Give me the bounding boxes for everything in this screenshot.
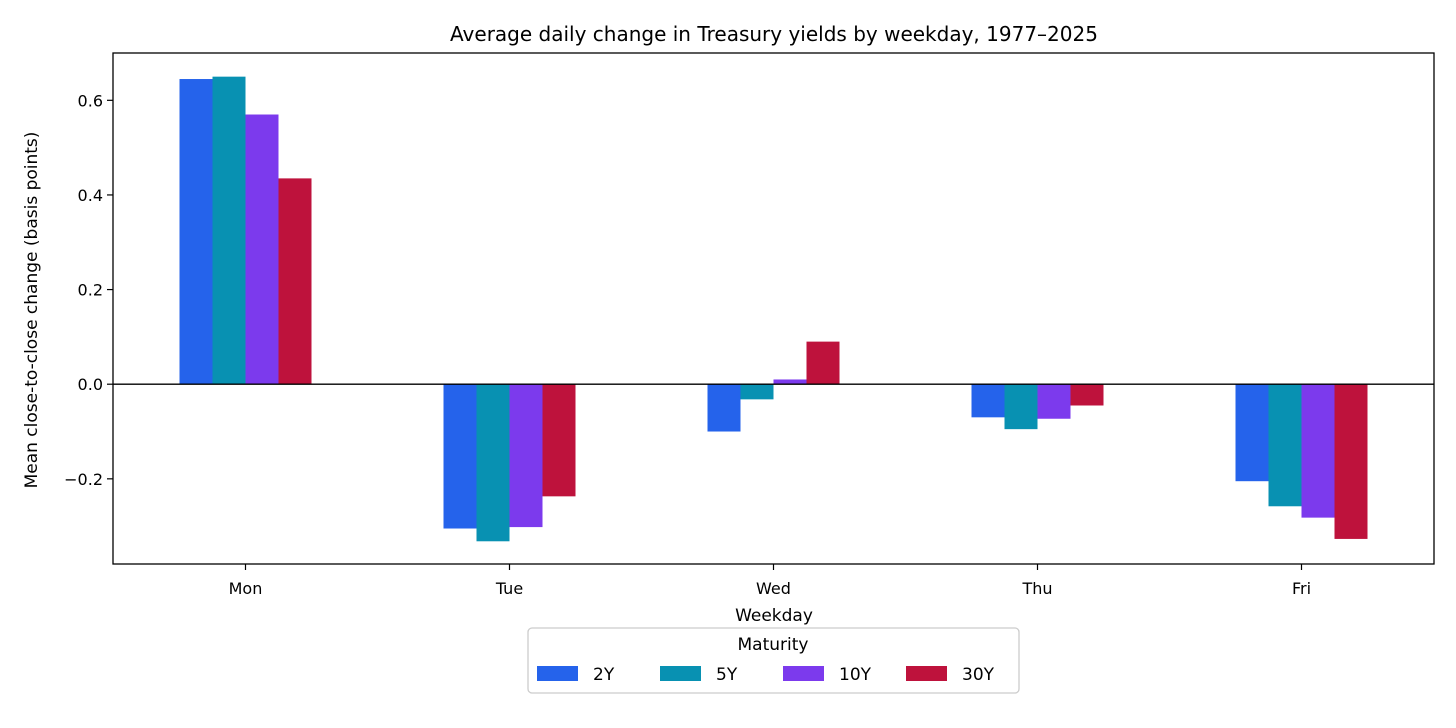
- legend-title: Maturity: [738, 635, 809, 655]
- bar-wed-5y: [740, 384, 774, 400]
- legend-label-2y: 2Y: [593, 665, 615, 685]
- y-tick-label: 0.6: [78, 91, 103, 110]
- y-axis: −0.2 0.0 0.2 0.4 0.6: [64, 91, 113, 489]
- bar-wed-30y: [806, 341, 840, 385]
- x-axis: Mon Tue Wed Thu Fri: [229, 564, 1311, 598]
- bar-wed-2y: [707, 384, 741, 432]
- x-axis-title: Weekday: [735, 606, 813, 626]
- legend: Maturity 2Y 5Y 10Y 30Y: [527, 627, 1020, 694]
- bar-fri-5y: [1268, 384, 1302, 507]
- bar-fri-10y: [1301, 384, 1335, 518]
- x-tick-label-thu: Thu: [1021, 579, 1052, 598]
- bar-thu-30y: [1070, 384, 1104, 406]
- legend-label-5y: 5Y: [716, 665, 738, 685]
- bars-group: [179, 76, 1368, 542]
- legend-label-10y: 10Y: [839, 665, 872, 685]
- bar-tue-5y: [476, 384, 510, 542]
- bar-mon-10y: [245, 114, 279, 385]
- bar-mon-30y: [278, 178, 312, 385]
- x-tick-label-mon: Mon: [229, 579, 263, 598]
- bar-thu-5y: [1004, 384, 1038, 430]
- x-tick-label-tue: Tue: [495, 579, 523, 598]
- bar-tue-10y: [509, 384, 543, 528]
- legend-swatch-5y: [660, 666, 701, 681]
- bar-tue-30y: [542, 384, 576, 497]
- bar-fri-30y: [1334, 384, 1368, 539]
- legend-swatch-30y: [906, 666, 947, 681]
- y-axis-title: Mean close-to-close change (basis points…: [22, 132, 42, 489]
- legend-items: 2Y 5Y 10Y 30Y: [537, 665, 995, 685]
- bar-wed-10y: [773, 379, 807, 385]
- x-tick-label-fri: Fri: [1292, 579, 1311, 598]
- legend-swatch-10y: [783, 666, 824, 681]
- y-tick-label: 0.2: [78, 281, 103, 300]
- bar-tue-2y: [443, 384, 477, 529]
- y-tick-label: −0.2: [64, 470, 103, 489]
- chart-title: Average daily change in Treasury yields …: [450, 22, 1098, 46]
- bar-thu-2y: [971, 384, 1005, 418]
- y-tick-label: 0.0: [78, 375, 103, 394]
- x-tick-label-wed: Wed: [756, 579, 791, 598]
- bar-thu-10y: [1037, 384, 1071, 419]
- bar-mon-2y: [179, 79, 213, 385]
- bar-mon-5y: [212, 76, 246, 385]
- y-tick-label: 0.4: [78, 186, 103, 205]
- legend-label-30y: 30Y: [962, 665, 995, 685]
- legend-swatch-2y: [537, 666, 578, 681]
- legend-frame: [527, 627, 1020, 694]
- bar-fri-2y: [1235, 384, 1269, 482]
